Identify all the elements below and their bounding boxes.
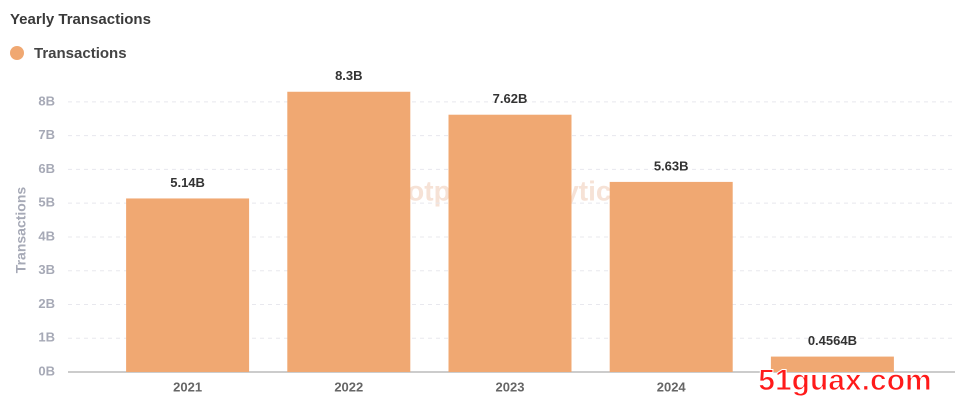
- bar: [609, 181, 733, 372]
- bar: [287, 91, 411, 373]
- bar: [448, 114, 572, 372]
- y-tick-label: 7B: [38, 127, 55, 142]
- y-tick-label: 5B: [38, 195, 55, 210]
- x-tick-label: 2024: [657, 379, 687, 394]
- x-tick-label: 2021: [173, 379, 202, 394]
- y-tick-label: 4B: [38, 228, 55, 243]
- x-tick-label: 2023: [496, 379, 525, 394]
- data-label: 7.62B: [493, 91, 528, 106]
- y-tick-label: 0B: [38, 363, 55, 378]
- legend-label: Transactions: [34, 45, 127, 62]
- y-tick-label: 6B: [38, 161, 55, 176]
- chart-title: Yearly Transactions: [10, 11, 151, 28]
- data-label: 5.63B: [654, 158, 689, 173]
- bar: [770, 356, 894, 372]
- y-tick-label: 8B: [38, 93, 55, 108]
- y-axis-title: Transactions: [13, 187, 29, 274]
- legend-marker: [10, 46, 24, 60]
- data-label: 8.3B: [335, 68, 362, 83]
- x-tick-label: 2022: [334, 379, 363, 394]
- data-label: 0.4564B: [808, 333, 857, 348]
- data-label: 5.14B: [170, 175, 205, 190]
- y-tick-label: 1B: [38, 330, 55, 345]
- bar: [126, 198, 250, 372]
- y-tick-label: 3B: [38, 262, 55, 277]
- overlay-text: 51guax.com: [758, 364, 931, 397]
- y-tick-label: 2B: [38, 296, 55, 311]
